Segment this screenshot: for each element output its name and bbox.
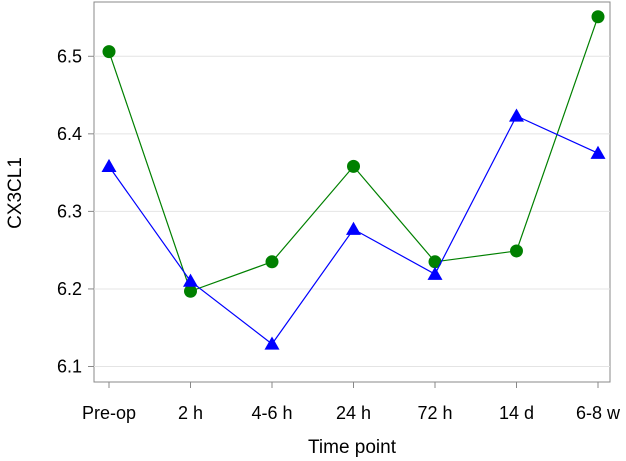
data-point-circle [347, 159, 360, 173]
x-axis: Pre-op 2 h 4-6 h 24 h 72 h 14 d 6-8 w [82, 382, 621, 423]
data-point-triangle [427, 266, 443, 280]
data-point-triangle [101, 158, 117, 173]
series-group [101, 10, 606, 350]
x-tick-label: Pre-op [82, 403, 136, 423]
y-tick-label: 6.1 [57, 356, 82, 376]
x-tick-label: 14 d [499, 403, 534, 423]
y-tick-label: 6.4 [57, 124, 82, 144]
x-tick-label: 24 h [336, 403, 371, 423]
data-point-circle [265, 255, 279, 269]
y-tick-label: 6.2 [57, 279, 82, 299]
y-tick-label: 6.3 [57, 201, 82, 221]
x-axis-title: Time point [308, 437, 397, 458]
gridlines [94, 55, 610, 367]
data-point-triangle [183, 273, 198, 287]
y-tick-label: 6.5 [57, 46, 82, 66]
x-tick-label: 2 h [178, 403, 203, 423]
data-point-triangle [346, 221, 361, 235]
data-point-triangle [590, 145, 606, 159]
data-point-circle [102, 45, 116, 59]
data-point-circle [428, 255, 442, 269]
plot-area [93, 1, 611, 383]
x-tick-label: 72 h [417, 403, 452, 423]
x-tick-label: 6-8 w [576, 403, 621, 423]
data-point-circle [184, 284, 197, 298]
data-point-circle [591, 10, 605, 24]
y-axis: 6.1 6.2 6.3 6.4 6.5 [57, 46, 94, 376]
data-point-triangle [264, 336, 280, 350]
x-tick-label: 4-6 h [251, 403, 292, 423]
data-point-triangle [509, 108, 524, 122]
y-axis-title: CX3CL1 [5, 157, 26, 229]
data-point-circle [510, 244, 523, 258]
